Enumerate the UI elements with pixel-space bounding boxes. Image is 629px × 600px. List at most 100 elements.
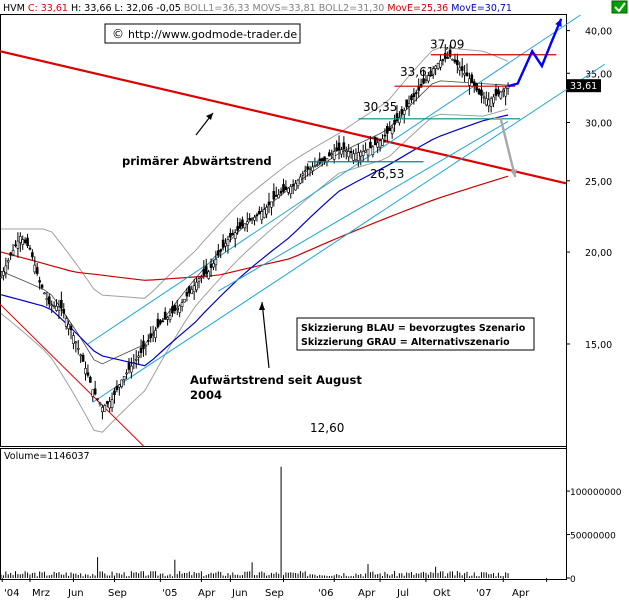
candle-body [72, 335, 75, 344]
copyright-symbol: © [112, 27, 124, 41]
x-tick-label: '06 [318, 588, 333, 599]
candle-body [19, 236, 22, 243]
price-tick-label: 40,00 [585, 27, 612, 38]
candle-body [11, 250, 15, 256]
candle-body [146, 340, 150, 342]
candle-body [52, 305, 56, 307]
candle-body [311, 166, 314, 172]
annotation-uptrend-line2: 2004 [190, 388, 222, 402]
arrow-uptrend [259, 301, 270, 369]
candle-body [441, 59, 445, 61]
trendline-channel-lower [92, 63, 605, 403]
scenario-legend-box: Skizzierung BLAU = bevorzugtes Szenario … [296, 317, 535, 351]
candle-body [427, 75, 430, 82]
candle-body [93, 388, 97, 395]
candle-body [386, 125, 389, 134]
price-tick-label: 25,00 [585, 177, 612, 188]
candle-body [287, 187, 290, 193]
candle-body [349, 150, 353, 153]
candle-body [137, 355, 140, 358]
candle-body [388, 127, 392, 131]
candle-body [144, 344, 148, 347]
volume-panel-frame [0, 448, 567, 580]
candle-body [424, 78, 428, 81]
level-label: 26,53 [370, 167, 404, 181]
candle-body [291, 184, 295, 186]
ema-short-line [0, 114, 509, 367]
candle-body [301, 173, 305, 176]
header-item: -0,05 [153, 3, 181, 14]
candle-body [241, 219, 244, 227]
candle-body [207, 271, 210, 279]
x-tick-label: Sep [265, 588, 284, 599]
candle-body [229, 233, 232, 238]
candle-body [443, 52, 447, 59]
candle-body [460, 66, 464, 71]
level-label: 33,61 [400, 65, 434, 79]
candle-body [468, 78, 471, 86]
candle-body [118, 384, 121, 388]
candle-body [410, 95, 413, 101]
header-item: MovE=25,36 [384, 3, 448, 14]
candle-body [224, 243, 227, 247]
candle-body [236, 226, 239, 231]
candle-body [243, 223, 247, 229]
candle-body [381, 138, 384, 146]
candle-body [142, 340, 145, 350]
candle-body [86, 372, 90, 376]
arrow-downtrend [195, 112, 214, 136]
candle-body [366, 148, 370, 156]
candle-body [173, 305, 177, 311]
candle-body [489, 98, 493, 107]
volume-tick-label: 0 [570, 575, 576, 585]
candle-body [340, 149, 343, 155]
candle-body [113, 390, 116, 395]
x-tick-label: Okt [433, 588, 451, 599]
candle-body [163, 311, 167, 320]
candle-body [400, 109, 404, 115]
candle-body [47, 296, 51, 305]
candle-body [154, 330, 157, 338]
x-tick-label: Apr [358, 588, 376, 599]
candle-body [402, 110, 406, 115]
candle-body [463, 72, 466, 76]
header-quote: HVM C: 33,61 H: 33,66 L: 32,06 -0,05 BOL… [3, 3, 512, 14]
candle-body [26, 237, 29, 247]
candle-body [354, 152, 358, 161]
candle-body [226, 239, 230, 246]
candle-body [282, 184, 285, 192]
candle-body [344, 150, 348, 152]
candle-body [306, 166, 309, 170]
candle-body [122, 376, 126, 380]
candle-body [480, 89, 483, 96]
candle-body [38, 280, 41, 283]
candle-body [69, 325, 73, 331]
candle-body [431, 68, 435, 75]
candle-body [74, 341, 78, 344]
candle-body [405, 99, 408, 108]
price-tick-label: 35,00 [585, 69, 612, 80]
candle-body [439, 60, 442, 68]
candle-body [204, 266, 208, 274]
candle-body [115, 385, 119, 391]
bollinger-lower-line [0, 108, 509, 433]
ema-long-line [0, 175, 509, 281]
candle-body [376, 142, 379, 148]
candle-body [127, 362, 131, 370]
candle-body [279, 190, 283, 194]
candle-body [465, 72, 469, 77]
candle-body [417, 86, 421, 91]
candle-body [501, 89, 505, 93]
candle-body [200, 276, 203, 279]
copyright-box[interactable]: © http://www.godmode-trader.de [104, 23, 301, 44]
scroll-corner-icon[interactable] [611, 0, 628, 14]
candle-body [429, 71, 433, 76]
candle-body [390, 127, 394, 135]
x-tick-label: Mrz [32, 588, 50, 599]
candle-body [16, 240, 20, 249]
volume-tick-label: 100000000 [570, 488, 622, 498]
candle-body [33, 264, 37, 273]
scenario-grau-line [493, 117, 517, 178]
candle-body [453, 59, 457, 63]
